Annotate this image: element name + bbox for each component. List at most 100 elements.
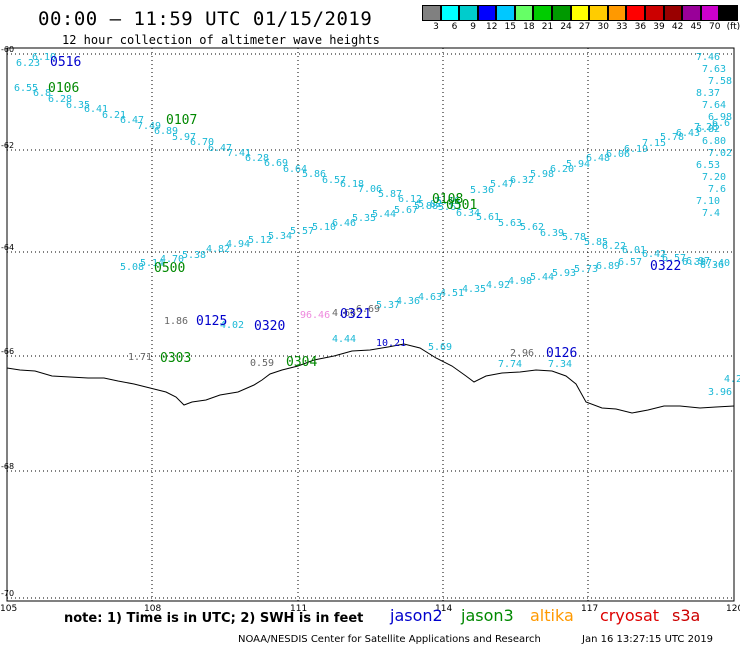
color-swatch: [700, 5, 720, 21]
swh-value: 7.49: [137, 121, 161, 132]
swh-value: 7.06: [358, 184, 382, 195]
swh-value: 5.87: [378, 189, 402, 200]
pass-time-label: 0303: [160, 351, 191, 366]
swh-value: 5.73: [574, 264, 598, 275]
legend-s3a: s3a: [672, 606, 701, 625]
swh-value: 4.2: [724, 374, 740, 385]
swh-value: 5.67: [394, 205, 418, 216]
color-swatch: [607, 5, 627, 21]
swh-value: 5.94: [566, 159, 590, 170]
pass-time-label: 0500: [154, 261, 185, 276]
swh-value: 5.97: [172, 132, 196, 143]
swh-value: 7.28: [694, 122, 718, 133]
y-axis-label: -68: [1, 462, 14, 471]
color-swatch: [570, 5, 590, 21]
color-scale-tick: 33: [616, 22, 628, 32]
swh-value: 6.70: [190, 137, 214, 148]
swh-value: 6.53: [696, 160, 720, 171]
x-axis-label-117: 117: [581, 604, 599, 614]
x-axis-label-120: 120: [726, 604, 740, 614]
swh-value: 6.55: [14, 83, 38, 94]
pass-time-label: 0108: [432, 192, 463, 207]
swh-value: 7.34: [548, 359, 572, 370]
color-swatch: [682, 5, 701, 21]
swh-value: 6.69: [264, 158, 288, 169]
color-scale-tick: 12: [485, 22, 498, 32]
swh-value: 6.47: [120, 115, 144, 126]
swh-value: 7.46: [696, 52, 720, 63]
swh-value: 4.70: [160, 254, 184, 265]
swh-value: 6.23: [16, 58, 40, 69]
swh-value: 6.97: [686, 256, 710, 267]
swh-value: 6.69: [356, 304, 380, 315]
x-axis-label-108: 108: [144, 604, 162, 614]
swh-value: 6.32: [510, 175, 534, 186]
swh-value: 3.96: [708, 387, 732, 398]
pass-time-label: 0516: [50, 55, 81, 70]
swh-value: 7.20: [702, 172, 726, 183]
swh-value: 6.06: [606, 149, 630, 160]
wave-height-labels: 6.106.236.556.86.286.356.416.216.477.496…: [14, 52, 740, 398]
swh-value: 5.56: [436, 196, 460, 207]
wave-height-color-scale: [422, 5, 738, 21]
swh-value: 6.19: [624, 144, 648, 155]
swh-value: 6.42: [642, 249, 666, 260]
swh-value: 5.82: [418, 199, 442, 210]
color-swatch: [514, 5, 534, 21]
swh-value: 4.02: [220, 320, 244, 331]
swh-value: 6.57: [618, 257, 642, 268]
swh-value: 6.28: [245, 153, 269, 164]
swh-value: 4.63: [418, 292, 442, 303]
swh-value: 5.62: [520, 222, 544, 233]
swh-value: 4.66: [332, 308, 356, 319]
swh-value: 7.10: [696, 196, 720, 207]
swh-value: 5.78: [660, 132, 684, 143]
y-axis-label: -64: [1, 243, 14, 252]
swh-value: 1.86: [164, 316, 188, 327]
x-axis-label-105: 105: [0, 604, 18, 614]
color-swatch: [644, 5, 664, 21]
pass-time-label: 0125: [196, 314, 227, 329]
swh-value: 6.57: [662, 253, 686, 264]
swh-value: 7.58: [708, 76, 732, 87]
swh-value: 6.8: [33, 88, 51, 99]
color-swatch: [589, 5, 608, 21]
swh-value: 96.46: [300, 310, 330, 321]
color-scale-tick: 6: [451, 22, 458, 32]
color-scale-tick: 42: [671, 22, 684, 32]
legend-jason2: jason2: [390, 606, 443, 625]
swh-value: 8.37: [696, 88, 720, 99]
swh-value: 4.44: [332, 334, 356, 345]
swh-value: 5.85: [584, 237, 608, 248]
swh-value: 6.89: [154, 126, 178, 137]
swh-value: 6.82: [696, 124, 720, 135]
color-scale-tick: 18: [523, 22, 535, 32]
swh-value: 4.92: [486, 280, 510, 291]
color-scale-tick: 45: [690, 22, 702, 32]
swh-value: 6.89: [596, 261, 620, 272]
color-swatch: [719, 5, 738, 21]
timestamp: Jan 16 13:27:15 UTC 2019: [582, 634, 714, 645]
color-scale-tick: 36: [634, 22, 647, 32]
swh-value: 6.43: [676, 128, 700, 139]
color-scale-tick: 39: [653, 22, 665, 32]
swh-value: 5.47: [490, 179, 514, 190]
swh-value: 6.21: [102, 110, 126, 121]
swh-value: 5.44: [530, 272, 554, 283]
antarctic-coastline: [6, 343, 735, 414]
color-swatch: [459, 5, 478, 21]
swh-value: 6.01: [622, 245, 646, 256]
units-note: note: 1) Time is in UTC; 2) SWH is in fe…: [64, 611, 364, 626]
swh-value: 6.22: [602, 241, 626, 252]
swh-value: 6.28: [48, 94, 72, 105]
swh-value: 7.02: [708, 148, 732, 159]
x-axis-label-111: 111: [290, 604, 308, 614]
swh-value: 5.69: [428, 342, 452, 353]
swh-value: 5.08: [120, 262, 144, 273]
swh-value: 7.63: [702, 64, 726, 75]
swh-value: 6.35: [66, 100, 90, 111]
swh-value: 6.10: [32, 52, 56, 63]
plot-frame: [6, 47, 735, 602]
